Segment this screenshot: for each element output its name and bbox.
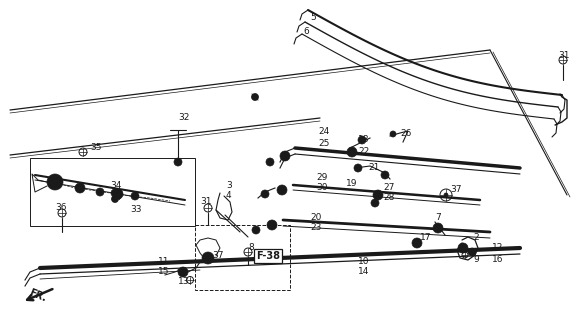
Circle shape <box>174 158 182 166</box>
Text: 37: 37 <box>212 251 224 260</box>
Text: 22: 22 <box>358 147 369 156</box>
Text: 17: 17 <box>420 234 432 243</box>
Circle shape <box>280 151 290 161</box>
Text: 6: 6 <box>303 28 309 36</box>
Circle shape <box>47 174 63 190</box>
Circle shape <box>131 192 139 200</box>
Text: 20: 20 <box>310 212 321 221</box>
Bar <box>30 158 195 226</box>
Text: 2: 2 <box>473 234 479 243</box>
Circle shape <box>468 248 476 256</box>
Text: 10: 10 <box>358 257 369 266</box>
Circle shape <box>444 193 448 197</box>
Text: 11: 11 <box>158 258 169 267</box>
Circle shape <box>111 189 119 197</box>
Circle shape <box>347 147 357 157</box>
Text: 8: 8 <box>248 244 254 252</box>
Circle shape <box>277 185 287 195</box>
Circle shape <box>354 164 362 172</box>
Circle shape <box>433 223 443 233</box>
Text: 23: 23 <box>310 222 321 231</box>
Text: 18: 18 <box>358 135 369 145</box>
Text: 13: 13 <box>178 277 190 286</box>
Text: 33: 33 <box>130 205 142 214</box>
Text: 31: 31 <box>558 51 569 60</box>
Text: 5: 5 <box>310 13 316 22</box>
Circle shape <box>251 93 258 100</box>
Circle shape <box>96 188 104 196</box>
Text: 25: 25 <box>318 139 329 148</box>
Text: 32: 32 <box>178 114 190 123</box>
Text: 35: 35 <box>90 143 102 153</box>
Circle shape <box>371 199 379 207</box>
Circle shape <box>113 189 123 199</box>
Text: 4: 4 <box>226 191 232 201</box>
Circle shape <box>261 190 269 198</box>
Text: 31: 31 <box>200 196 212 205</box>
Circle shape <box>390 131 396 137</box>
Text: 34: 34 <box>110 193 121 202</box>
Text: 21: 21 <box>368 164 379 172</box>
Circle shape <box>358 136 366 144</box>
Circle shape <box>373 190 383 200</box>
Text: 36: 36 <box>55 204 66 212</box>
Text: 27: 27 <box>383 183 394 193</box>
Circle shape <box>75 183 85 193</box>
Text: FR.: FR. <box>28 288 48 304</box>
Circle shape <box>458 243 468 253</box>
Text: 15: 15 <box>158 268 169 276</box>
Circle shape <box>112 196 118 203</box>
Text: 16: 16 <box>492 255 503 265</box>
Text: 12: 12 <box>492 244 503 252</box>
Text: F-38: F-38 <box>256 251 280 261</box>
Text: 19: 19 <box>346 179 358 188</box>
Text: 29: 29 <box>316 173 327 182</box>
Circle shape <box>252 226 260 234</box>
Circle shape <box>381 171 389 179</box>
Text: 30: 30 <box>316 183 328 193</box>
Text: 9: 9 <box>473 255 479 265</box>
Text: 7: 7 <box>435 213 441 222</box>
Circle shape <box>267 220 277 230</box>
Text: 34: 34 <box>110 181 121 190</box>
Text: 14: 14 <box>358 267 369 276</box>
Circle shape <box>412 238 422 248</box>
Text: 26: 26 <box>400 129 412 138</box>
Text: 37: 37 <box>450 186 461 195</box>
Text: 24: 24 <box>318 127 329 137</box>
Text: 3: 3 <box>226 181 232 190</box>
Bar <box>195 225 290 290</box>
Text: 28: 28 <box>383 194 394 203</box>
Circle shape <box>202 252 214 264</box>
Circle shape <box>178 267 188 277</box>
Circle shape <box>266 158 274 166</box>
